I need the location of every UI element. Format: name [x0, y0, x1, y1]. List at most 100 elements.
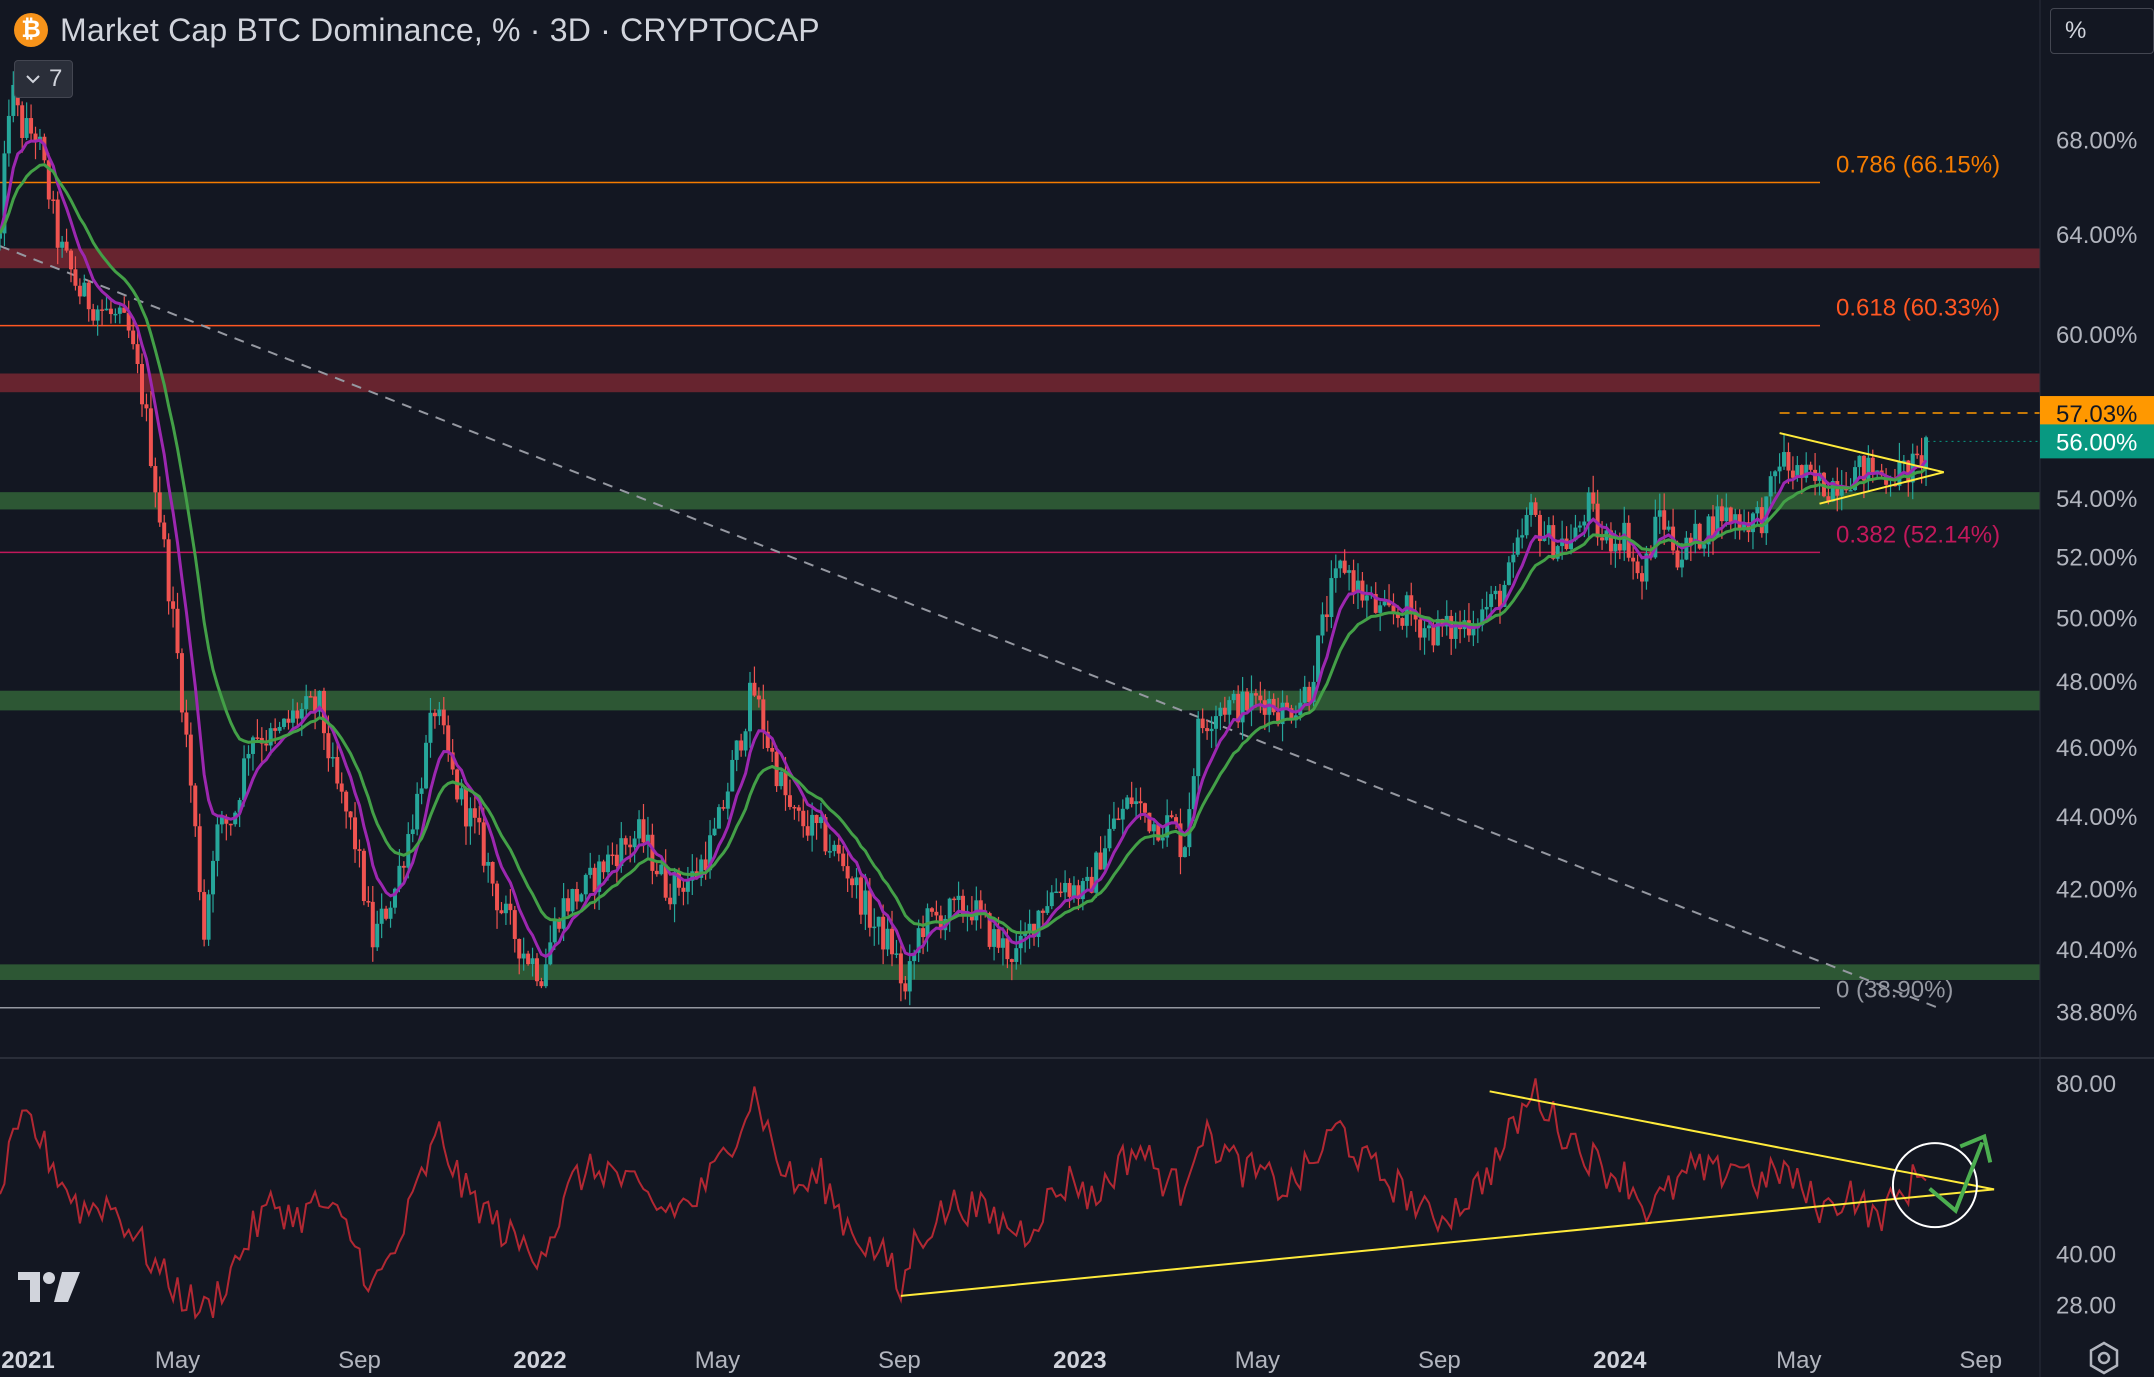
candle-body-180	[796, 807, 801, 811]
candle-body-266	[1178, 823, 1183, 858]
candle-body-147	[650, 834, 655, 871]
candle-body-100	[441, 709, 446, 726]
candle-body-361	[1600, 537, 1605, 541]
candle-body-28	[122, 307, 127, 313]
candle-body-6	[24, 118, 29, 138]
candle-body-129	[570, 889, 575, 912]
candle-body-111	[490, 861, 495, 884]
candle-body-394	[1746, 522, 1751, 533]
candle-body-340	[1506, 562, 1511, 585]
candle-body-322	[1426, 625, 1431, 629]
candle-body-253	[1120, 808, 1125, 820]
price-tick-0: 68.00%	[2056, 128, 2137, 155]
gear-icon[interactable]	[2086, 1340, 2122, 1376]
candle-body-55	[242, 758, 247, 801]
candle-body-128	[566, 898, 571, 912]
time-tick-2: Sep	[338, 1347, 381, 1374]
candle-body-243	[1076, 885, 1081, 900]
price-tick-4: 52.00%	[2056, 545, 2137, 572]
candle-body-215	[952, 898, 957, 901]
candle-body-382	[1693, 523, 1698, 544]
candle-body-312	[1382, 601, 1387, 606]
rsi-trendline-upper	[1489, 1090, 1995, 1191]
time-tick-1: May	[155, 1347, 200, 1374]
candle-body-164	[725, 791, 730, 809]
candle-body-122	[539, 981, 544, 987]
rsi-trendline-lower	[900, 1188, 1995, 1297]
candle-body-41	[179, 653, 184, 713]
candle-body-57	[250, 737, 255, 754]
candle-body-95	[419, 788, 424, 794]
time-axis[interactable]: 2021 May Sep 2022 May Sep 2023 May Sep 2024 May Sep	[1, 1347, 2002, 1374]
price-axis[interactable]: 68.00% 64.00% 60.00% 54.00% 52.00% 50.00% 48.0…	[2056, 128, 2137, 1320]
candle-body-96	[424, 742, 429, 789]
candle-body-370	[1640, 573, 1645, 582]
candle-body-99	[437, 709, 442, 717]
candle-body-338	[1498, 590, 1502, 607]
candle-body-242	[1071, 885, 1076, 897]
candle-body-296	[1311, 681, 1316, 703]
candle-body-228	[1009, 959, 1014, 962]
candle-body-298	[1320, 614, 1325, 636]
candle-body-24	[104, 308, 109, 311]
rsi-tick-0: 80.00	[2056, 1071, 2116, 1098]
candle-body-204	[903, 983, 908, 992]
candle-body-419	[1857, 455, 1862, 468]
rsi-breakout-circle	[1891, 1142, 1978, 1229]
candle-body-214	[947, 898, 952, 919]
percent-scale-button[interactable]: %	[2050, 8, 2154, 54]
candle-body-29	[126, 312, 131, 331]
candle-body-232	[1027, 923, 1032, 933]
candle-body-355	[1573, 527, 1578, 541]
candle-body-345	[1529, 502, 1534, 516]
candle-body-89	[392, 888, 397, 908]
candle-body-393	[1742, 522, 1747, 531]
price-tick-8: 44.00%	[2056, 804, 2137, 831]
candle-body-412	[1826, 496, 1831, 502]
zone-resistance-1	[0, 373, 2040, 393]
indicators-toggle-button[interactable]: 7	[14, 60, 74, 98]
candle-body-72	[317, 690, 322, 712]
candle-body-351	[1555, 546, 1560, 559]
candle-body-402	[1782, 452, 1787, 467]
candle-body-277	[1227, 700, 1232, 715]
candle-body-375	[1662, 510, 1667, 530]
candle-body-20	[86, 282, 91, 310]
candle-body-158	[699, 859, 704, 878]
candle-body-391	[1733, 514, 1738, 522]
candle-body-310	[1373, 593, 1378, 613]
candle-body-176	[779, 771, 784, 787]
chart-title: Market Cap BTC Dominance, % · 3D · CRYPT…	[60, 11, 820, 48]
candle-body-69	[304, 696, 309, 709]
candle-body-163	[721, 807, 726, 809]
candle-body-16	[69, 250, 74, 270]
candle-body-106	[468, 808, 473, 827]
candle-body-332	[1471, 628, 1476, 636]
rsi-line	[0, 1078, 1927, 1320]
rsi-tick-2: 28.00	[2056, 1292, 2116, 1319]
candle-body-302	[1338, 560, 1343, 569]
candle-body-169	[748, 682, 752, 732]
ema-slow-line	[0, 163, 1927, 935]
candle-body-346	[1533, 502, 1538, 515]
candle-body-108	[477, 817, 482, 823]
candle-body-376	[1666, 526, 1671, 530]
candle-body-339	[1502, 584, 1507, 607]
candle-body-206	[912, 952, 917, 962]
ema-layer	[0, 138, 1928, 959]
candle-body-39	[171, 601, 176, 609]
candle-body-168	[743, 731, 748, 751]
candle-body-84	[370, 901, 375, 948]
candle-body-13	[55, 199, 60, 248]
candle-body-275	[1218, 707, 1223, 717]
candle-body-74	[326, 733, 331, 759]
candle-body-87	[384, 908, 389, 919]
candle-body-313	[1387, 601, 1392, 606]
price-tick-1: 64.00%	[2056, 222, 2137, 249]
candle-body-420	[1861, 455, 1866, 481]
candle-body-136	[601, 861, 606, 873]
candle-body-299	[1324, 614, 1329, 618]
triangle-upper-line	[1779, 432, 1945, 474]
